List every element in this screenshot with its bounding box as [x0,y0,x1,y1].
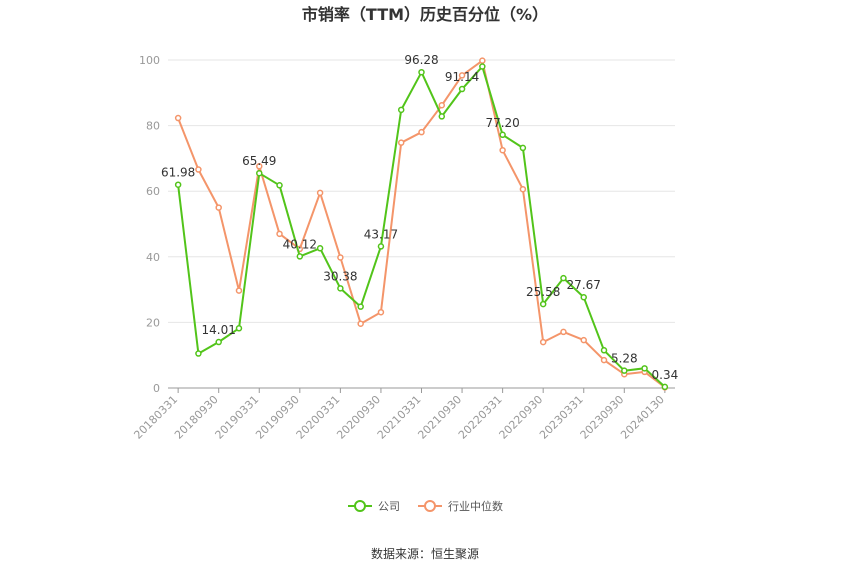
y-tick-label: 100 [139,54,160,67]
data-point [256,163,263,170]
data-point [479,57,486,64]
data-point [296,253,304,260]
data-point [499,131,506,139]
data-point [600,347,608,354]
y-axis: 0 20 40 60 80 100 [139,54,160,395]
y-tick-label: 80 [146,120,160,133]
data-label: 91.14 [445,70,479,84]
data-point [519,185,527,193]
data-point [174,181,182,188]
data-point [519,144,527,152]
data-point [539,300,547,308]
data-point [357,303,364,310]
data-label: 27.67 [567,278,601,292]
legend-item[interactable]: 行业中位数 [418,499,503,513]
y-tick-label: 0 [153,382,160,395]
series-line [177,59,666,389]
data-label: 5.28 [611,352,638,366]
data-point [357,320,364,327]
data-point [276,230,283,238]
data-label: 61.98 [161,166,195,180]
data-point [377,243,385,250]
data-label: 14.01 [202,323,236,337]
data-point [397,139,405,146]
data-point [580,336,587,344]
series-line [177,65,666,388]
data-point [641,365,648,372]
x-axis: 2018033120180930201903312019093020200331… [131,387,675,442]
data-point [235,325,243,332]
y-tick-label: 20 [146,316,160,329]
data-label: 30.38 [323,269,357,283]
grid [168,59,675,323]
data-point [316,189,324,197]
source-text: 数据来源：恒生聚源 [371,546,479,561]
data-label: 65.49 [242,154,276,168]
data-point [195,166,202,173]
y-tick-label: 60 [146,185,160,198]
data-point [337,285,344,292]
data-point [397,106,405,114]
data-point [580,293,587,301]
data-point [458,85,466,93]
data-point [195,350,202,357]
chart-title: 市销率（TTM）历史百分位（%） [302,5,548,24]
data-point [438,102,446,109]
data-point [215,338,222,346]
data-point [621,367,628,374]
data-point [276,182,283,189]
data-label: 43.17 [364,227,398,241]
data-point [174,114,182,122]
data-point [479,63,486,70]
data-point [438,113,446,120]
data-label: 40.12 [283,237,317,251]
legend-label: 公司 [378,500,400,513]
legend-marker [354,500,366,512]
data-label: 96.28 [404,53,438,67]
legend-item[interactable]: 公司 [348,500,400,513]
legend-label: 行业中位数 [448,499,503,513]
data-point [337,254,344,261]
data-point [560,328,567,336]
legend-marker [424,500,436,512]
data-point [661,383,669,391]
data-label: 77.20 [485,116,519,130]
data-point [499,146,506,154]
x-tick-label: 20240130 [618,393,667,442]
series-group [174,57,669,391]
data-point [600,356,608,364]
data-point [560,274,567,282]
data-point [316,245,324,252]
data-labels: 61.98 14.01 65.49 40.12 30.38 43.17 96.28 91.14… [161,53,678,382]
data-point [377,308,385,316]
data-point [418,68,425,76]
data-point [235,287,243,294]
data-point [418,128,425,136]
data-point [256,169,263,177]
data-point [539,338,547,346]
legend[interactable]: 公司 行业中位数 [348,499,503,513]
y-tick-label: 40 [146,251,160,264]
data-label: 0.34 [652,368,679,382]
data-label: 25.58 [526,285,560,299]
data-point [458,72,466,79]
data-point [215,204,222,211]
